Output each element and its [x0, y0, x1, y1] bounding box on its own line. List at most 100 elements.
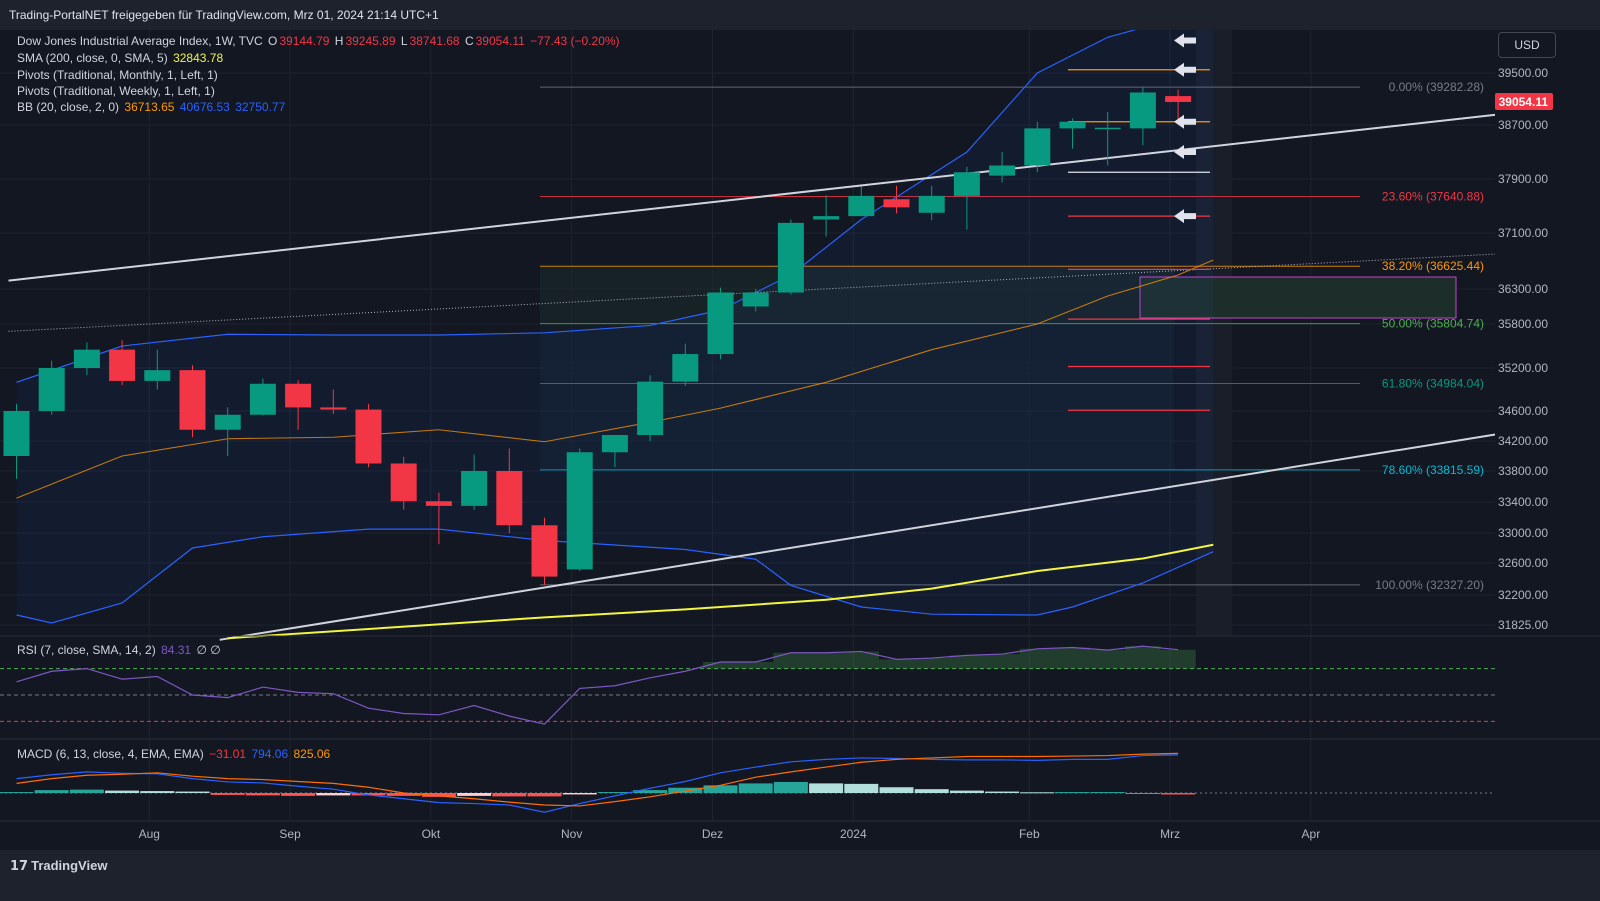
- time-tick-label: Dez: [702, 827, 723, 841]
- candle: [848, 186, 875, 217]
- candle-body: [637, 381, 664, 435]
- macd-hist-bar: [527, 793, 562, 797]
- macd-hist-bar: [175, 791, 210, 793]
- macd-hist-bar: [985, 791, 1020, 793]
- candle-body: [496, 471, 523, 526]
- macd-hist-bar: [633, 790, 668, 793]
- macd-hist-bar: [1090, 792, 1125, 794]
- header-title: Trading-PortalNET freigegeben für Tradin…: [9, 8, 439, 22]
- bb-legend[interactable]: BB (20, close, 2, 0) 36713.65 40676.53 3…: [17, 100, 286, 114]
- candle-body: [144, 370, 171, 381]
- candle: [73, 342, 100, 376]
- trendlines: [8, 113, 1498, 641]
- candle: [1024, 121, 1051, 173]
- pivots-monthly-legend[interactable]: Pivots (Traditional, Monthly, 1, Left, 1…: [17, 68, 218, 82]
- time-tick-label: Sep: [279, 827, 301, 841]
- price-tick-label: 32600.00: [1498, 556, 1548, 570]
- candle: [989, 152, 1016, 183]
- footer-bar: 17 TradingView: [0, 850, 1600, 901]
- time-tick-label: Mrz: [1160, 827, 1180, 841]
- sma-legend[interactable]: SMA (200, close, 0, SMA, 5) 32843.78: [17, 51, 224, 65]
- macd-hist-bar: [351, 793, 386, 796]
- time-tick-label: Aug: [139, 827, 160, 841]
- price-tick-label: 39500.00: [1498, 66, 1548, 80]
- sma-line: [227, 543, 1214, 640]
- chart-canvas[interactable]: 0.00% (39282.28) 23.60% (37640.88) 38.20% …: [0, 0, 1600, 850]
- bb-fill: [16, 0, 1214, 623]
- candle-body: [390, 463, 417, 502]
- candle: [1059, 118, 1086, 149]
- candle-body: [1165, 96, 1192, 102]
- fib-label-78.60%: 78.60% (33815.59): [1382, 463, 1484, 477]
- candle-body: [848, 195, 875, 217]
- candle: [1129, 87, 1156, 146]
- rsi-value: 84.31: [161, 643, 192, 657]
- candle: [918, 185, 945, 221]
- macd-hist-bar: [914, 789, 949, 793]
- high-value: 39245.89: [345, 34, 396, 48]
- pivot-arrows: [1174, 33, 1196, 224]
- rsi-line: [16, 645, 1179, 725]
- price-tick-label: 37100.00: [1498, 226, 1548, 240]
- candle-body: [179, 370, 206, 430]
- macd-signal-line: [16, 752, 1179, 807]
- pivots-weekly-legend[interactable]: Pivots (Traditional, Weekly, 1, Left, 1): [17, 84, 215, 98]
- macd-hist-value: −31.01: [209, 747, 247, 761]
- low-value: 38741.68: [409, 34, 460, 48]
- sma200-line: [227, 543, 1214, 640]
- time-tick-label: Apr: [1302, 827, 1321, 841]
- change-value: −77.43 (−0.20%): [530, 34, 620, 48]
- candle-body: [1129, 92, 1156, 129]
- candle-body: [249, 383, 276, 415]
- candle: [390, 456, 417, 510]
- time-tick-label: Feb: [1019, 827, 1040, 841]
- rsi-overbought-fill: [702, 646, 1196, 669]
- fib-label-50.00%: 50.00% (35804.74): [1382, 317, 1484, 331]
- candle-body: [1094, 127, 1121, 130]
- bb-basis-line: [16, 259, 1214, 499]
- candle: [109, 340, 136, 386]
- rectangle-drawing: [1139, 276, 1457, 319]
- macd-hist-bar: [457, 793, 492, 796]
- price-tick-label: 35800.00: [1498, 317, 1548, 331]
- candle-body: [672, 354, 699, 382]
- candle: [144, 349, 171, 390]
- macd-hist-bar: [492, 793, 527, 797]
- time-tick-label: 2024: [840, 827, 867, 841]
- candle-body: [777, 222, 804, 293]
- candle-body: [531, 525, 558, 577]
- candles: [3, 87, 1192, 585]
- price-tick-label: 37900.00: [1498, 172, 1548, 186]
- candle-body: [1059, 121, 1086, 129]
- candle: [707, 287, 734, 360]
- macd-signal-value: 825.06: [293, 747, 331, 761]
- bb-lower-line: [16, 528, 1214, 624]
- macd-hist-bar: [1020, 792, 1055, 794]
- bb-lower-value: 32750.77: [235, 100, 286, 114]
- candle-body: [461, 471, 488, 506]
- candle: [1165, 89, 1192, 123]
- trendline-2: [8, 253, 1497, 332]
- symbol-label: Dow Jones Industrial Average Index, 1W, …: [17, 34, 263, 48]
- price-tick-label: 36300.00: [1498, 282, 1548, 296]
- candle-body: [601, 435, 628, 453]
- main-legend[interactable]: Dow Jones Industrial Average Index, 1W, …: [17, 34, 620, 48]
- candle: [461, 454, 488, 510]
- rsi-legend[interactable]: RSI (7, close, SMA, 14, 2) 84.31 ∅ ∅: [17, 643, 221, 657]
- macd-legend[interactable]: MACD (6, 13, close, 4, EMA, EMA) −31.01 …: [17, 747, 331, 761]
- currency-button[interactable]: USD: [1498, 32, 1556, 58]
- macd-hist-bar: [562, 793, 597, 795]
- candle: [355, 403, 382, 468]
- candle: [813, 195, 840, 237]
- candle-body: [953, 172, 980, 196]
- candle: [1094, 112, 1121, 166]
- candle: [179, 365, 206, 438]
- price-axis-bg: [1495, 30, 1600, 850]
- tradingview-logo[interactable]: 17 TradingView: [10, 858, 108, 874]
- candle-body: [38, 368, 65, 411]
- price-tick-label: 31825.00: [1498, 618, 1548, 632]
- candle-body: [73, 349, 100, 368]
- macd-line: [16, 754, 1179, 813]
- close-value: 39054.11: [475, 34, 525, 48]
- price-tick-label: 33000.00: [1498, 526, 1548, 540]
